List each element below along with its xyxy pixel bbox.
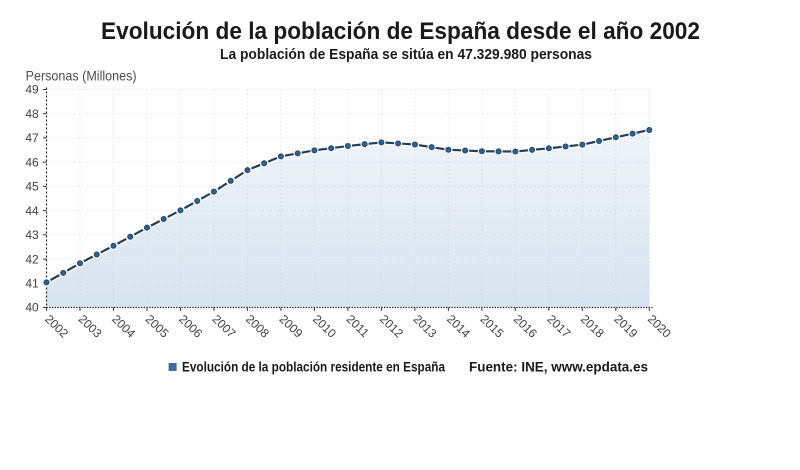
svg-text:44: 44 <box>25 204 39 218</box>
svg-text:2010: 2010 <box>310 312 339 341</box>
svg-text:2007: 2007 <box>210 312 239 341</box>
svg-text:2019: 2019 <box>611 312 640 341</box>
svg-text:2014: 2014 <box>444 312 473 341</box>
svg-text:2009: 2009 <box>277 312 306 341</box>
svg-text:La población de España se sitú: La población de España se sitúa en 47.32… <box>220 46 592 63</box>
svg-text:2006: 2006 <box>176 312 205 341</box>
svg-text:Evolución de la población resi: Evolución de la población residente en E… <box>182 359 445 375</box>
svg-text:2004: 2004 <box>109 312 138 341</box>
svg-text:2003: 2003 <box>76 312 105 341</box>
svg-text:2015: 2015 <box>478 312 507 341</box>
svg-text:43: 43 <box>25 228 39 242</box>
svg-text:45: 45 <box>25 180 39 194</box>
svg-text:2017: 2017 <box>544 312 573 341</box>
svg-text:2012: 2012 <box>377 312 406 341</box>
svg-text:48: 48 <box>25 107 39 121</box>
svg-text:40: 40 <box>25 301 39 315</box>
svg-text:42: 42 <box>25 252 39 266</box>
svg-text:2005: 2005 <box>143 312 172 341</box>
svg-text:47: 47 <box>25 131 39 145</box>
svg-text:49: 49 <box>25 83 39 97</box>
svg-text:2013: 2013 <box>411 312 440 341</box>
svg-text:2008: 2008 <box>243 312 272 341</box>
svg-text:2016: 2016 <box>511 312 540 341</box>
svg-text:2002: 2002 <box>42 312 71 341</box>
svg-text:46: 46 <box>25 155 39 169</box>
svg-text:Evolución de la población de E: Evolución de la población de España desd… <box>101 18 700 45</box>
svg-text:2020: 2020 <box>645 312 674 341</box>
svg-text:Personas (Millones): Personas (Millones) <box>26 69 137 84</box>
svg-text:41: 41 <box>25 277 39 291</box>
svg-text:2011: 2011 <box>344 312 373 340</box>
svg-text:2018: 2018 <box>578 312 607 341</box>
svg-text:Fuente: INE, www.epdata.es: Fuente: INE, www.epdata.es <box>469 359 648 375</box>
